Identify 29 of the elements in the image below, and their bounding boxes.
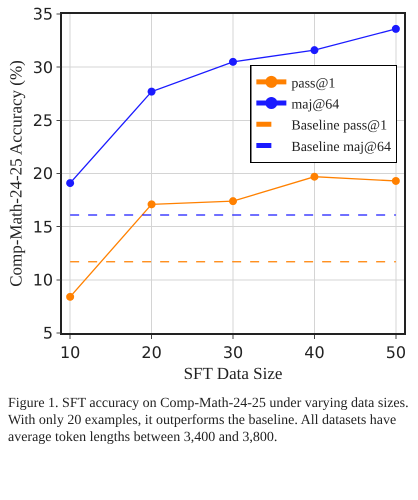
x-tick-label: 40 <box>304 342 325 362</box>
point <box>66 179 74 188</box>
legend-label: pass@1 <box>291 76 336 92</box>
y-tick-label: 5 <box>42 324 54 343</box>
y-tick-label: 35 <box>32 4 54 24</box>
y-tick-label: 10 <box>32 270 54 290</box>
x-tick-label: 10 <box>60 342 80 362</box>
legend-label: Baseline maj@64 <box>291 140 391 155</box>
point <box>148 88 156 96</box>
x-tick-label: 50 <box>386 342 406 362</box>
point <box>310 46 318 54</box>
point <box>66 292 74 301</box>
point <box>229 58 237 66</box>
legend-label: maj@64 <box>291 98 340 112</box>
y-tick-label: 15 <box>32 217 54 236</box>
caption: Figure 1. SFT accuracy on Comp-Math-24-25 under varying data sizes. With only 20 examples, it outperforms the baseline. All datasets have average token lengths between 3,400 and 3,800. <box>8 395 410 446</box>
point <box>148 200 156 208</box>
y-tick-label: 25 <box>32 110 54 130</box>
x-tick-label: 30 <box>222 342 244 362</box>
legend-label: Baseline pass@1 <box>291 118 388 134</box>
point <box>392 176 400 185</box>
point <box>310 172 318 181</box>
y-tick-label: 20 <box>32 164 54 184</box>
y-axis-title: Comp-Math-24-25 Accuracy (%) <box>6 60 26 287</box>
point <box>392 24 400 33</box>
point <box>229 197 237 206</box>
x-tick-label: 20 <box>141 342 162 362</box>
x-axis-title: SFT Data Size <box>184 364 282 383</box>
y-tick-label: 30 <box>32 58 54 77</box>
